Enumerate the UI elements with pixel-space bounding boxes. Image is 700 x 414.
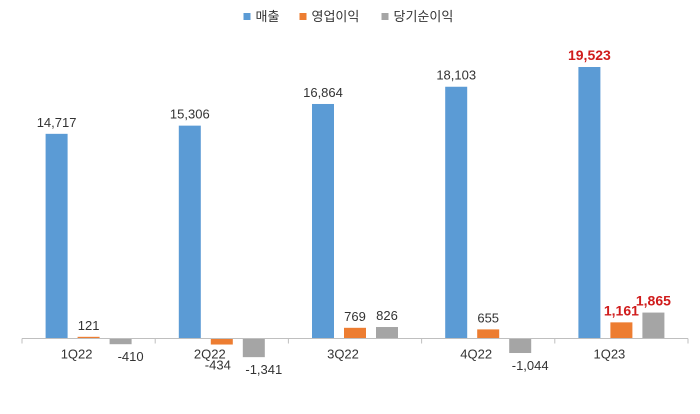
bar-1q23-series-1 — [610, 322, 633, 339]
data-label-1q23-series-0: 19,523 — [568, 47, 611, 63]
legend-swatch-2 — [381, 13, 389, 20]
x-tick-label: 1Q22 — [61, 347, 93, 362]
bar-3q22-series-1 — [344, 327, 366, 339]
bar-1q23-series-2 — [642, 312, 665, 339]
legend-label-2: 당기순이익 — [394, 10, 454, 25]
bar-3q22-series-2 — [376, 327, 398, 339]
legend-swatch-1 — [299, 13, 307, 20]
bar-1q22-series-2 — [109, 338, 132, 345]
bar-1q22-series-0 — [45, 133, 68, 339]
data-label-2q22-series-1: -434 — [205, 358, 231, 373]
data-label-1q22-series-1: 121 — [78, 318, 100, 333]
x-tick-label: 3Q22 — [327, 347, 359, 362]
x-axis-ticks: 1Q22 2Q22 3Q22 4Q22 1Q23 — [21, 338, 689, 362]
bar-1q22-series-1 — [77, 336, 100, 339]
data-label-3q22-series-1: 769 — [344, 309, 366, 324]
bar-1q23-series-0 — [578, 67, 601, 339]
x-tick-label: 1Q23 — [593, 347, 625, 362]
data-label-4q22-series-1: 655 — [477, 310, 499, 325]
data-label-2q22-series-0: 15,306 — [170, 107, 210, 122]
bar-4q22-series-2 — [509, 338, 532, 354]
legend: 매출 영업이익 당기순이익 — [243, 10, 454, 25]
bars — [45, 67, 665, 358]
bar-4q22-series-1 — [477, 329, 500, 339]
data-label-1q22-series-2: -410 — [118, 349, 144, 364]
legend-label-0: 매출 — [256, 10, 280, 25]
data-labels: 14,717 121 -410 15,306 -434 -1,341 16,864 769 82… — [37, 47, 671, 377]
bar-3q22-series-0 — [312, 103, 334, 339]
legend-label-1: 영업이익 — [312, 10, 360, 25]
bar-2q22-series-2 — [242, 338, 265, 358]
bar-2q22-series-1 — [210, 338, 233, 345]
data-label-1q23-series-1: 1,161 — [604, 302, 639, 318]
data-label-1q23-series-2: 1,865 — [636, 293, 671, 309]
legend-swatch-0 — [243, 13, 251, 20]
bar-2q22-series-0 — [178, 125, 201, 339]
data-label-3q22-series-2: 826 — [376, 308, 398, 323]
bar-4q22-series-0 — [445, 86, 468, 339]
x-tick-label: 2Q22 — [194, 347, 226, 362]
data-label-2q22-series-2: -1,341 — [245, 362, 282, 377]
data-label-3q22-series-0: 16,864 — [303, 85, 343, 100]
data-label-4q22-series-0: 18,103 — [436, 68, 476, 83]
data-label-4q22-series-2: -1,044 — [512, 358, 549, 373]
x-tick-label: 4Q22 — [460, 347, 492, 362]
data-label-1q22-series-0: 14,717 — [37, 115, 77, 130]
